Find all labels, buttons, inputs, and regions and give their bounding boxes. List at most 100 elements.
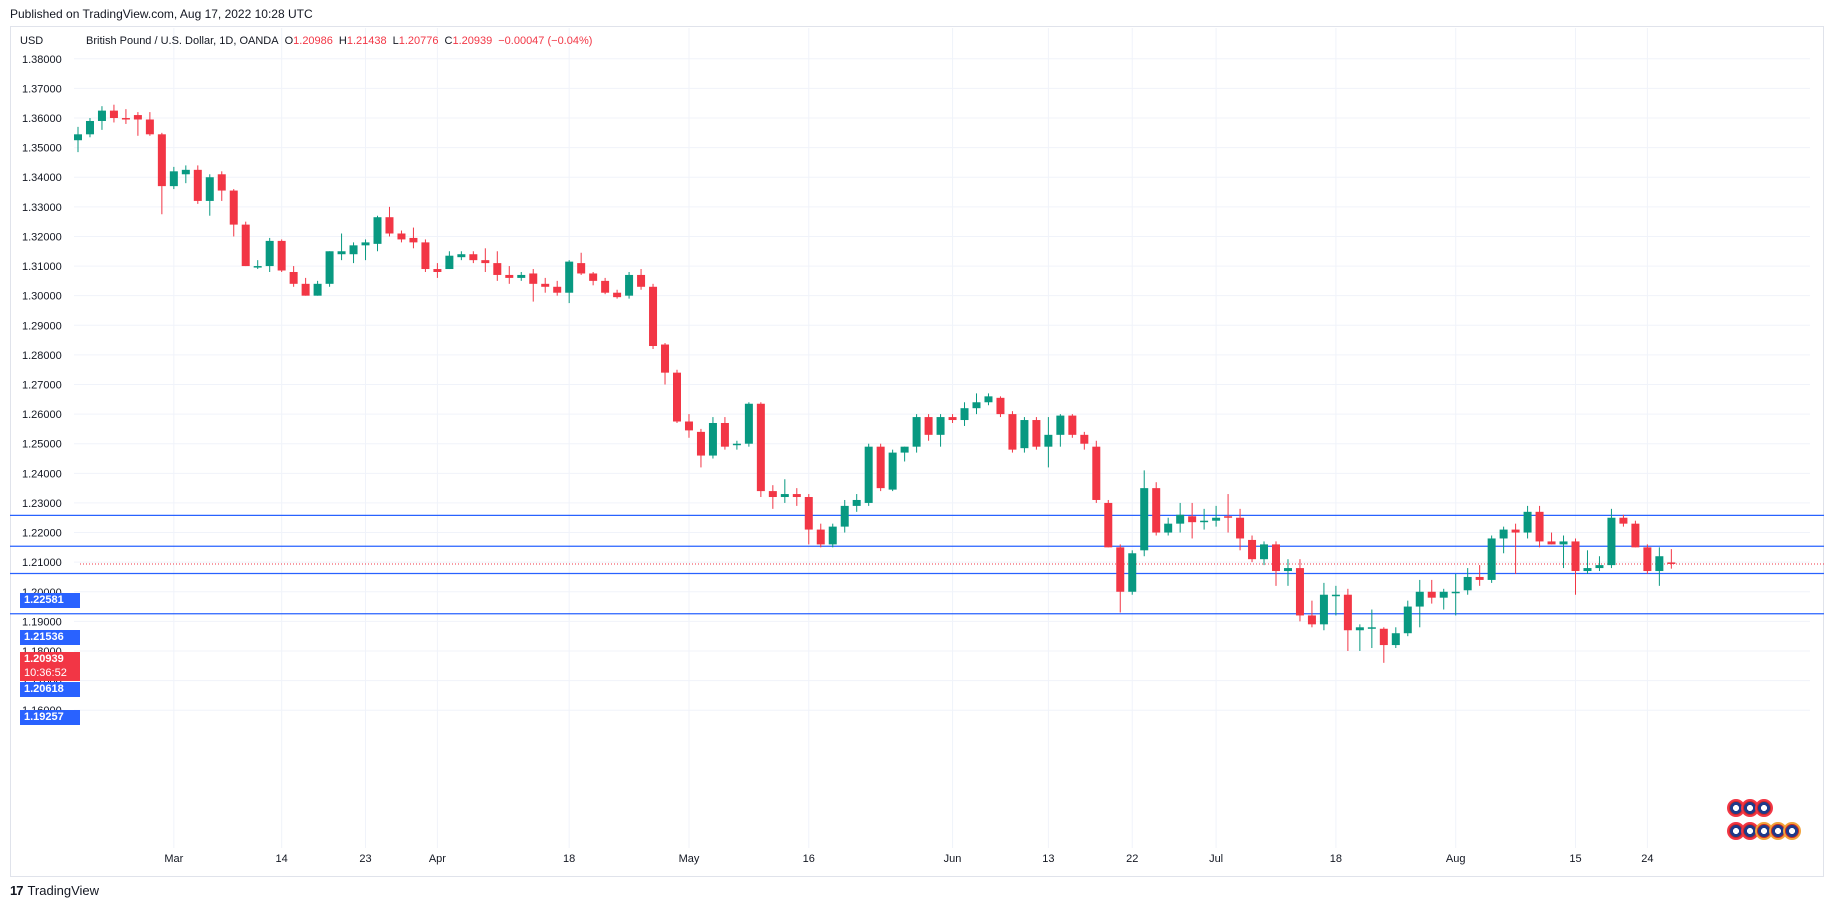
open-key: O [284,35,294,47]
ohlc-low: L1.20776 [393,35,439,47]
candle-body [565,261,574,293]
candle-body [217,174,226,191]
candle-body [732,443,741,446]
candle-body [265,240,274,267]
candle-body [517,274,526,278]
candle-body [1283,568,1292,572]
candle-body [1152,488,1161,533]
candle-body [804,497,813,530]
candle-body [74,134,82,141]
candle-body [1667,562,1676,564]
candle-body [397,233,406,240]
candle-body [1104,502,1113,548]
currency-label: USD [20,35,44,47]
candle-body [984,396,993,403]
y-tick-label: 1.33000 [22,202,62,214]
candle-body [1248,539,1257,560]
y-tick-label: 1.31000 [22,261,62,273]
hline-badge-2: 1.21536 [20,630,80,645]
candle-body [409,237,418,243]
candle-body [637,274,646,287]
y-tick-label: 1.36000 [22,113,62,125]
candle-body [193,169,202,201]
candle-body [133,115,142,120]
candle-body [1523,511,1532,533]
y-tick-label: 1.34000 [22,172,62,184]
candle-body [1188,516,1197,523]
candle-body [816,529,825,545]
x-tick-label: Apr [429,853,446,865]
candle-body [720,422,729,447]
candle-body [1451,591,1460,594]
candle-body [948,417,957,421]
candle-body [1212,517,1221,521]
low-key: L [392,35,399,47]
candle-body [1355,627,1364,631]
x-tick-label: 13 [1042,853,1054,865]
candle-body [649,286,658,347]
chart-frame[interactable] [10,26,1824,877]
eu-flag-icon[interactable] [1783,822,1801,840]
y-tick-label: 1.38000 [22,54,62,66]
candle-body [481,260,490,264]
symbol-label[interactable]: British Pound / U.S. Dollar, 1D, OANDA [86,35,279,47]
candle-body [1439,591,1448,598]
candle-body [385,217,394,234]
candle-body [1595,565,1604,569]
x-tick-label: Aug [1446,853,1466,865]
low-value: 1.20776 [398,35,439,47]
candle-body [1140,488,1149,551]
candle-body [1343,594,1352,631]
economic-events-row-2[interactable] [1727,822,1801,840]
candle-body [780,494,789,498]
candle-body [373,217,382,244]
candle-body [1619,517,1628,524]
candle-body [924,417,933,435]
candle-body [181,169,190,175]
candle-body [277,240,286,271]
candle-body [1092,446,1101,500]
open-value: 1.20986 [293,35,333,47]
gb-flag-icon[interactable] [1755,799,1773,817]
candle-body [325,251,334,284]
candle-body [85,120,94,135]
candle-body [97,110,106,121]
candle-body [1643,547,1652,572]
candle-body [1295,568,1304,616]
candle-body [589,273,598,281]
candle-body [828,526,837,545]
candle-body [792,494,801,498]
candle-body [864,446,873,503]
candle-body [145,119,154,135]
candle-body [1367,627,1376,629]
candle-body [661,344,670,373]
candle-body [577,263,586,274]
candle-body [1164,523,1173,533]
candle-body [684,421,693,431]
tradingview-logo[interactable]: 17 TradingView [10,883,99,898]
y-tick-label: 1.27000 [22,380,62,392]
x-tick-label: Jun [944,853,962,865]
candle-body [457,254,466,258]
current-price-badge: 1.20939 [20,652,80,667]
candle-body [1044,434,1053,447]
candle-body [421,242,430,270]
economic-events-row-1[interactable] [1727,799,1773,817]
candle-body [1008,414,1017,450]
high-key: H [338,35,347,47]
chart-legend: USD British Pound / U.S. Dollar, 1D, OAN… [20,35,592,47]
candle-body [1080,434,1089,444]
candle-body [1607,517,1616,566]
tradingview-wordmark: TradingView [27,883,100,898]
candle-body [337,251,346,255]
y-tick-label: 1.24000 [22,468,62,480]
x-tick-label: 18 [563,853,575,865]
x-tick-label: Jul [1209,853,1223,865]
candle-body [912,417,921,447]
y-tick-label: 1.22000 [22,528,62,540]
candle-body [169,171,178,187]
y-tick-label: 1.30000 [22,291,62,303]
candle-body [301,283,310,296]
candle-body [493,263,502,275]
